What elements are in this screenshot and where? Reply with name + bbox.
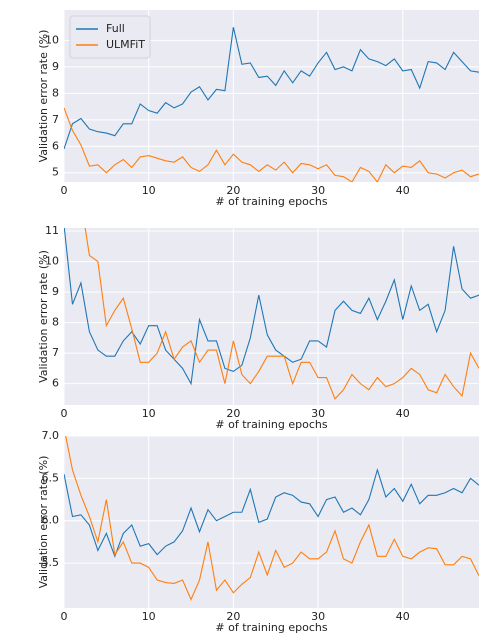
y-axis-label: Validation error rate (%)	[37, 30, 50, 163]
y-axis-label: Validation error rate (%)	[37, 250, 50, 383]
x-tick-label: 40	[396, 184, 410, 197]
y-tick-label: 10	[45, 33, 59, 46]
x-axis-label: # of training epochs	[215, 195, 327, 208]
line-series	[64, 467, 479, 558]
x-axis-label: # of training epochs	[215, 418, 327, 431]
x-tick-label: 10	[142, 184, 156, 197]
x-tick-label: 0	[61, 407, 68, 420]
y-tick-label: 6	[52, 139, 59, 152]
x-tick-label: 40	[396, 610, 410, 623]
line-series	[65, 436, 479, 601]
y-tick-label: 11	[45, 224, 59, 237]
line-series	[84, 228, 479, 400]
panel: 6 7 8 9 10 11 0 10 20 30 40 # of training epochs Val…	[37, 224, 479, 431]
y-tick-label: 5	[52, 166, 59, 179]
lines	[64, 436, 479, 601]
y-tick-label: 5.5	[42, 556, 60, 569]
x-tick-label: 30	[311, 184, 325, 197]
panel: 5 6 7 8 9 10 0 10 20 30 40 # of training epochs Vali…	[37, 10, 479, 208]
x-tick-label: 0	[61, 184, 68, 197]
x-tick-label: 20	[226, 184, 240, 197]
y-tick-label: 6	[52, 377, 59, 390]
y-tick-label: 7.0	[42, 429, 60, 442]
legend-box	[69, 15, 151, 59]
lines	[64, 228, 479, 400]
y-tick-label: 10	[45, 255, 59, 268]
x-tick-label: 20	[226, 610, 240, 623]
x-tick-label: 10	[142, 407, 156, 420]
y-axis-label: Validation error rate (%)	[37, 456, 50, 589]
line-series	[64, 107, 479, 182]
y-tick-label: 9	[52, 60, 59, 73]
plot-background	[64, 228, 479, 405]
x-tick-label: 40	[396, 407, 410, 420]
x-tick-label: 10	[142, 610, 156, 623]
line-series	[64, 27, 479, 150]
y-tick-label: 7	[52, 113, 59, 126]
y-tick-label: 6.5	[42, 471, 60, 484]
y-tick-label: 7	[52, 346, 59, 359]
y-tick-label: 8	[52, 86, 59, 99]
y-tick-label: 9	[52, 285, 59, 298]
x-axis-label: # of training epochs	[215, 621, 327, 634]
x-tick-label: 30	[311, 610, 325, 623]
panel: 5.5 6.0 6.5 7.0 0 10 20 30 40 # of training epoch…	[37, 429, 479, 634]
legend-label: ULMFiT	[106, 38, 145, 51]
x-tick-label: 30	[311, 407, 325, 420]
x-tick-label: 20	[226, 407, 240, 420]
x-tick-label: 0	[61, 610, 68, 623]
plot-background	[64, 436, 479, 608]
y-tick-label: 8	[52, 316, 59, 329]
legend-label: Full	[106, 22, 125, 35]
lines	[64, 27, 479, 182]
y-tick-label: 6.0	[42, 514, 60, 527]
